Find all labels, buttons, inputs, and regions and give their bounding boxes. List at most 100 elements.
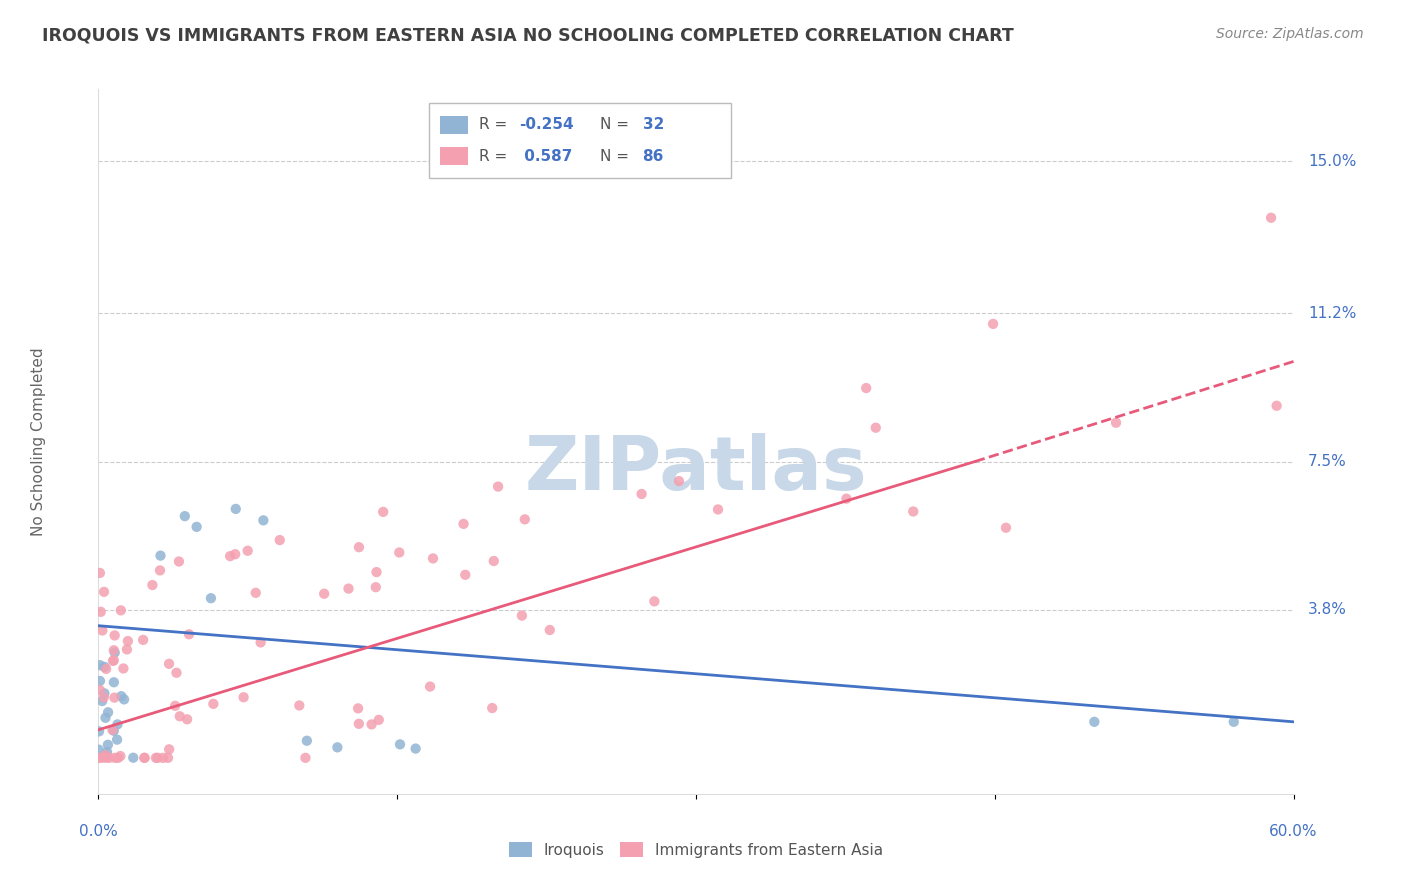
Text: 0.587: 0.587	[519, 149, 572, 163]
Point	[87, 724, 110, 739]
Point	[90, 605, 112, 619]
Point	[103, 675, 125, 690]
Point	[104, 646, 127, 660]
Point	[93, 584, 115, 599]
Point	[454, 567, 477, 582]
Point	[101, 723, 124, 737]
Text: 3.8%: 3.8%	[1308, 602, 1347, 617]
Point	[89, 658, 111, 673]
Point	[337, 582, 360, 596]
Point	[855, 381, 877, 395]
Point	[236, 543, 259, 558]
Point	[225, 502, 247, 516]
Point	[200, 591, 222, 606]
Point	[93, 660, 115, 674]
Text: ZIPatlas: ZIPatlas	[524, 434, 868, 507]
Point	[364, 580, 387, 594]
Point	[486, 479, 509, 493]
Point	[90, 751, 112, 765]
Point	[96, 662, 118, 676]
Text: R =: R =	[479, 118, 513, 132]
Point	[101, 654, 124, 668]
Point	[668, 474, 690, 488]
Text: IROQUOIS VS IMMIGRANTS FROM EASTERN ASIA NO SCHOOLING COMPLETED CORRELATION CHAR: IROQUOIS VS IMMIGRANTS FROM EASTERN ASIA…	[42, 27, 1014, 45]
Point	[513, 512, 536, 526]
Point	[93, 690, 115, 705]
Point	[91, 694, 114, 708]
Point	[103, 653, 125, 667]
Point	[245, 586, 267, 600]
Point	[482, 554, 505, 568]
Point	[115, 642, 138, 657]
Point	[288, 698, 311, 713]
Point	[165, 698, 187, 713]
Point	[87, 751, 110, 765]
Point	[122, 750, 145, 764]
Point	[157, 657, 180, 671]
Point	[91, 624, 114, 638]
Point	[93, 686, 115, 700]
Text: Source: ZipAtlas.com: Source: ZipAtlas.com	[1216, 27, 1364, 41]
Point	[149, 563, 172, 577]
Point	[388, 545, 411, 559]
Point	[994, 521, 1017, 535]
Text: 60.0%: 60.0%	[1270, 824, 1317, 839]
Point	[224, 547, 246, 561]
Point	[145, 751, 167, 765]
Point	[112, 692, 135, 706]
Text: 32: 32	[643, 118, 664, 132]
Text: No Schooling Completed: No Schooling Completed	[31, 347, 46, 536]
Point	[104, 628, 127, 642]
Text: 0.0%: 0.0%	[79, 824, 118, 839]
Point	[295, 733, 318, 747]
Point	[149, 549, 172, 563]
Text: -0.254: -0.254	[519, 118, 574, 132]
Point	[103, 690, 125, 705]
Point	[107, 717, 129, 731]
Point	[94, 751, 117, 765]
Point	[367, 713, 389, 727]
Point	[510, 608, 533, 623]
Text: 7.5%: 7.5%	[1308, 454, 1347, 469]
Point	[186, 520, 208, 534]
Point	[177, 627, 200, 641]
Point	[422, 551, 444, 566]
Point	[453, 516, 475, 531]
Point	[97, 706, 120, 720]
Point	[347, 701, 370, 715]
Point	[94, 748, 117, 763]
Point	[481, 701, 503, 715]
Text: 86: 86	[643, 149, 664, 163]
Point	[643, 594, 665, 608]
Text: 11.2%: 11.2%	[1308, 306, 1357, 321]
Point	[835, 491, 858, 506]
Text: R =: R =	[479, 149, 517, 163]
Point	[538, 623, 561, 637]
Point	[294, 751, 316, 765]
Point	[134, 751, 156, 765]
Point	[112, 661, 135, 675]
Point	[110, 603, 132, 617]
Point	[389, 737, 412, 751]
Point	[152, 751, 174, 765]
Point	[1223, 714, 1246, 729]
Point	[252, 513, 274, 527]
Point	[707, 502, 730, 516]
Point	[89, 673, 111, 688]
Point	[405, 741, 427, 756]
Point	[269, 533, 291, 547]
Point	[103, 723, 125, 738]
Point	[173, 509, 195, 524]
Text: N =: N =	[600, 149, 634, 163]
Point	[419, 680, 441, 694]
Point	[219, 549, 242, 563]
Point	[103, 643, 125, 657]
Point	[134, 751, 156, 765]
Point	[132, 632, 155, 647]
Point	[105, 732, 128, 747]
Point	[156, 751, 179, 765]
Point	[630, 487, 652, 501]
Point	[202, 697, 225, 711]
Point	[167, 554, 190, 568]
Point	[373, 505, 395, 519]
